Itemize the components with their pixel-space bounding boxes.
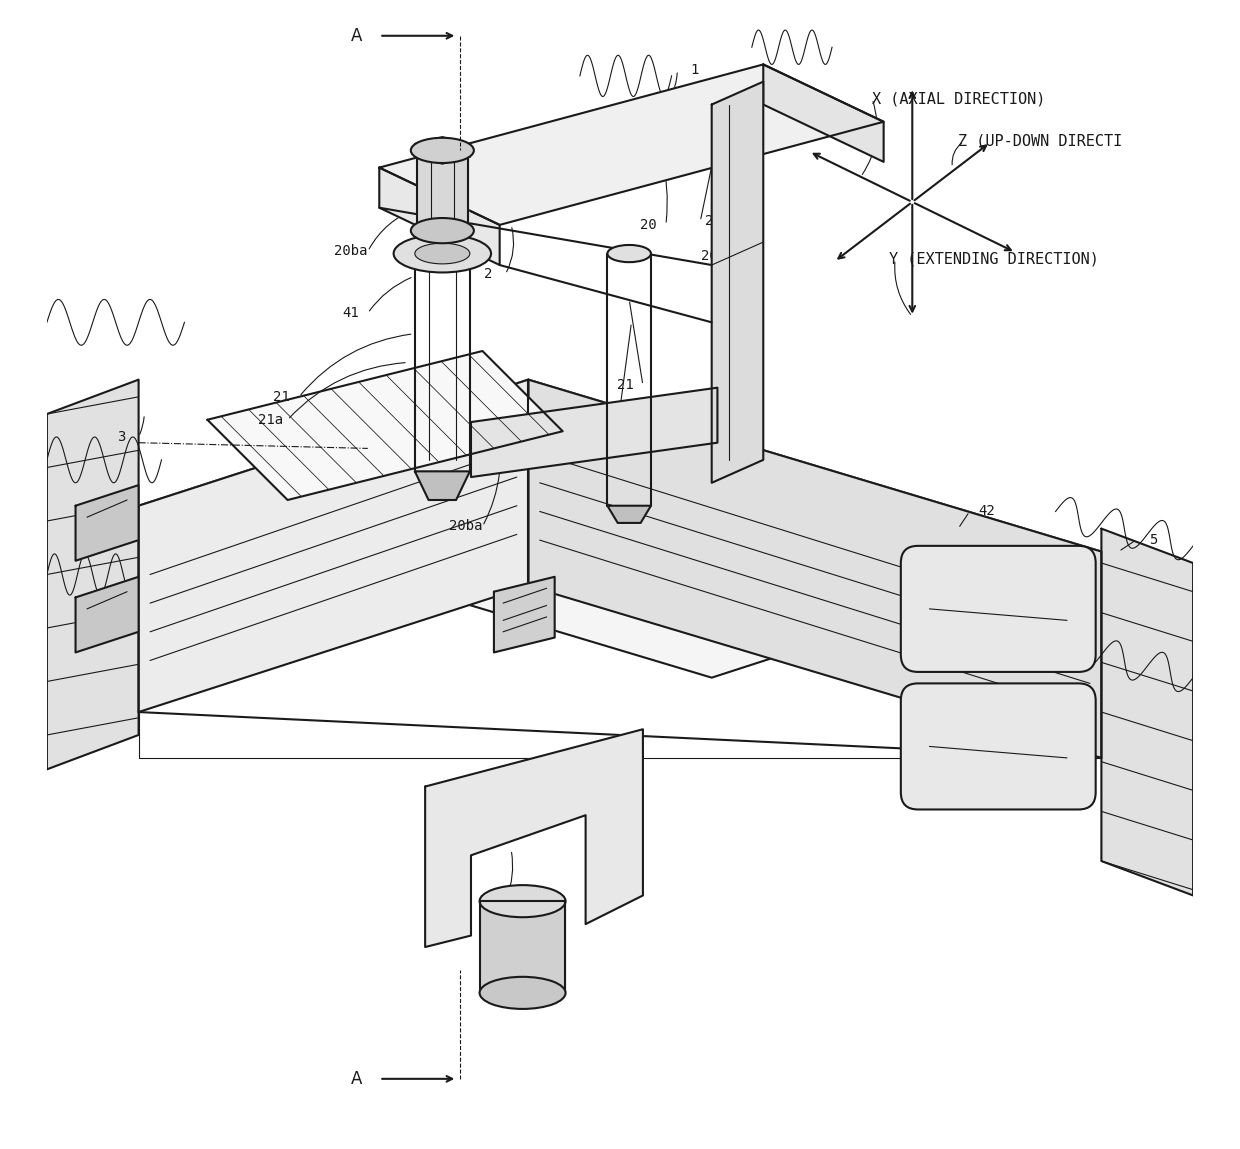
Text: 4: 4: [450, 261, 458, 275]
Polygon shape: [207, 350, 563, 500]
Text: A: A: [351, 26, 362, 45]
Text: 20ba: 20ba: [449, 519, 482, 533]
Text: 5: 5: [1148, 533, 1157, 547]
Polygon shape: [528, 379, 1101, 758]
FancyBboxPatch shape: [900, 546, 1096, 672]
Text: 21a: 21a: [625, 401, 650, 415]
FancyBboxPatch shape: [900, 684, 1096, 810]
Ellipse shape: [480, 977, 565, 1009]
Polygon shape: [76, 485, 139, 561]
Text: 20bb: 20bb: [701, 249, 734, 263]
Polygon shape: [471, 387, 718, 477]
Ellipse shape: [415, 244, 470, 264]
Polygon shape: [47, 379, 139, 770]
Polygon shape: [379, 64, 884, 225]
Text: A: A: [351, 1070, 362, 1088]
Polygon shape: [379, 168, 500, 265]
Polygon shape: [139, 379, 528, 712]
Text: 20a: 20a: [704, 215, 730, 229]
Text: 40: 40: [618, 444, 634, 457]
Polygon shape: [415, 471, 470, 500]
Polygon shape: [712, 82, 764, 483]
Text: 1: 1: [691, 63, 698, 77]
Text: 21a: 21a: [258, 412, 283, 426]
Text: 2: 2: [484, 268, 492, 282]
Ellipse shape: [410, 218, 474, 244]
Text: 21: 21: [618, 378, 634, 392]
Ellipse shape: [608, 245, 651, 262]
Text: 3: 3: [118, 430, 125, 444]
Polygon shape: [139, 379, 1101, 678]
Polygon shape: [417, 151, 467, 231]
Text: 20ba: 20ba: [334, 245, 367, 259]
Polygon shape: [764, 64, 884, 162]
Text: 22: 22: [480, 894, 496, 908]
Ellipse shape: [393, 234, 491, 272]
Polygon shape: [494, 577, 554, 653]
Text: Y (EXTENDING DIRECTION): Y (EXTENDING DIRECTION): [889, 252, 1099, 267]
Polygon shape: [480, 901, 565, 993]
Text: 21: 21: [274, 390, 290, 403]
Text: X (AXIAL DIRECTION): X (AXIAL DIRECTION): [872, 91, 1045, 107]
Polygon shape: [608, 506, 651, 523]
Text: Z (UP-DOWN DIRECTI: Z (UP-DOWN DIRECTI: [959, 133, 1122, 148]
Polygon shape: [425, 730, 642, 947]
Text: 42: 42: [978, 504, 996, 518]
Polygon shape: [76, 577, 139, 653]
Ellipse shape: [410, 138, 474, 163]
Ellipse shape: [480, 885, 565, 917]
Polygon shape: [1101, 529, 1193, 895]
Text: 43: 43: [532, 627, 548, 641]
Text: 41: 41: [342, 306, 360, 321]
Polygon shape: [414, 137, 470, 164]
Text: 20: 20: [640, 218, 657, 232]
